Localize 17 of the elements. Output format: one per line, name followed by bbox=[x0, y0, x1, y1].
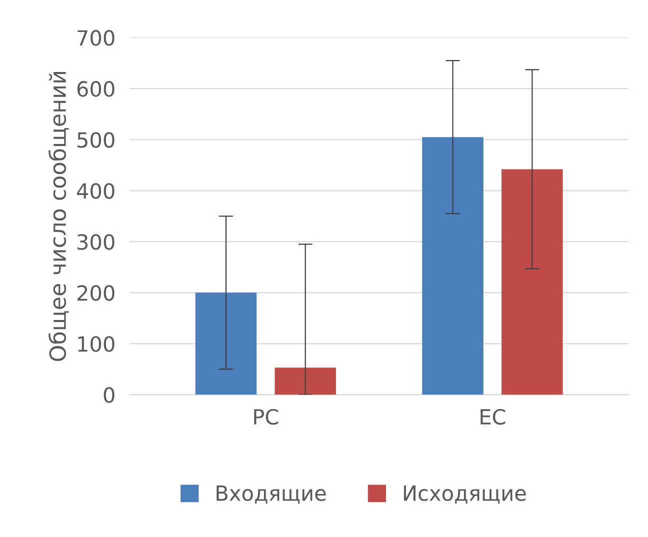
x-tick-label: PC bbox=[254, 408, 278, 425]
x-tick-label: EC bbox=[480, 408, 506, 425]
y-tick-label: 300 bbox=[78, 234, 114, 250]
bar bbox=[274, 368, 336, 395]
y-tick-label: 400 bbox=[76, 183, 114, 199]
bar bbox=[502, 169, 563, 395]
legend-label: Входящие bbox=[216, 486, 326, 504]
y-tick-label: 700 bbox=[78, 30, 114, 46]
y-axis-title: Общее число сообщений bbox=[48, 72, 69, 362]
legend-label: Исходящие bbox=[404, 486, 526, 504]
y-tick-label: 0 bbox=[104, 387, 114, 403]
bar bbox=[422, 137, 484, 395]
y-tick-label: 600 bbox=[77, 81, 114, 97]
bar bbox=[195, 292, 257, 395]
y-tick-label: 200 bbox=[77, 285, 114, 301]
y-tick-label: 500 bbox=[78, 132, 114, 148]
y-tick-label: 100 bbox=[78, 336, 114, 352]
